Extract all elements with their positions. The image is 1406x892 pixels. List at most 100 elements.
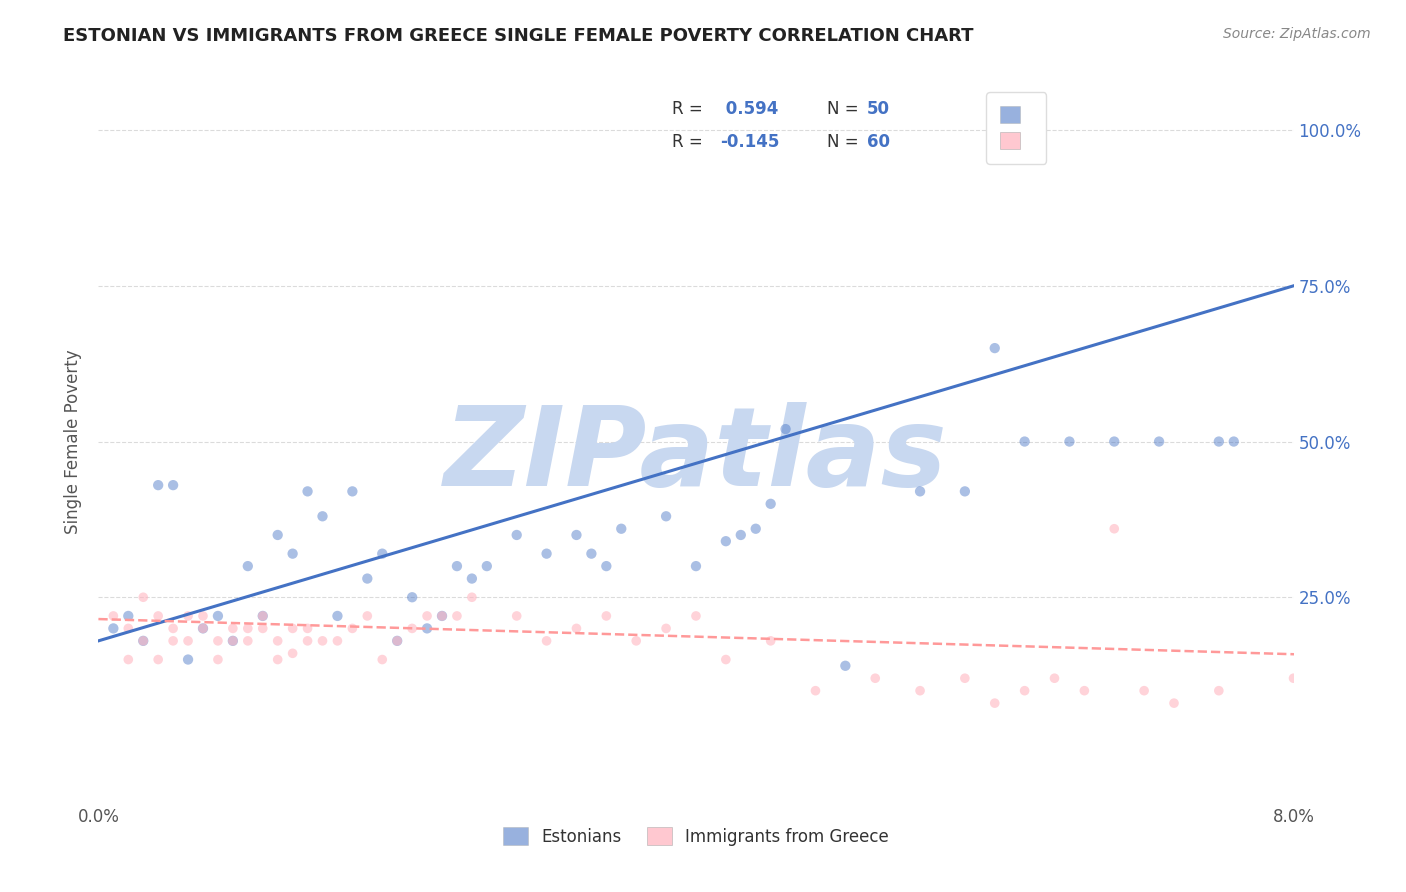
Point (461, 572, 484, 586)
Point (610, 522, 633, 536)
Point (281, 547, 304, 561)
Point (759, 497, 782, 511)
Point (385, 633, 409, 648)
Text: 0.594: 0.594 (720, 100, 779, 119)
Text: 50: 50 (868, 100, 890, 119)
Point (953, 671, 976, 685)
Point (1282, 671, 1305, 685)
Point (267, 652, 290, 666)
Point (1163, 696, 1185, 710)
Point (177, 609, 200, 624)
Point (236, 559, 259, 574)
Point (117, 609, 139, 624)
Point (267, 528, 290, 542)
Point (581, 547, 603, 561)
Point (1043, 671, 1066, 685)
Point (385, 633, 409, 648)
Point (655, 509, 678, 524)
Text: ESTONIAN VS IMMIGRANTS FROM GREECE SINGLE FEMALE POVERTY CORRELATION CHART: ESTONIAN VS IMMIGRANTS FROM GREECE SINGL… (63, 27, 974, 45)
Point (1147, 434, 1170, 449)
Point (252, 609, 274, 624)
Point (416, 621, 439, 635)
Point (685, 559, 707, 574)
Point (430, 609, 453, 624)
Point (1073, 683, 1095, 698)
Point (252, 621, 274, 635)
Point (371, 652, 394, 666)
Point (1104, 434, 1126, 449)
Point (506, 528, 529, 542)
Legend: Estonians, Immigrants from Greece: Estonians, Immigrants from Greece (496, 821, 896, 852)
Point (1312, 123, 1334, 137)
Point (506, 609, 529, 624)
Point (103, 621, 125, 635)
Point (132, 591, 155, 605)
Point (416, 609, 439, 624)
Point (132, 633, 155, 648)
Point (1014, 683, 1036, 698)
Point (804, 683, 827, 698)
Point (595, 609, 617, 624)
Point (281, 646, 304, 660)
Point (222, 621, 245, 635)
Point (759, 633, 782, 648)
Point (401, 591, 423, 605)
Text: 60: 60 (868, 134, 890, 152)
Point (626, 633, 648, 648)
Point (342, 484, 364, 499)
Point (401, 621, 423, 635)
Point (148, 478, 170, 492)
Point (356, 572, 378, 586)
Point (565, 528, 588, 542)
Point (132, 633, 155, 648)
Point (461, 591, 484, 605)
Point (1104, 522, 1126, 536)
Point (1059, 434, 1081, 449)
Point (775, 422, 797, 436)
Point (356, 609, 378, 624)
Point (1208, 683, 1230, 698)
Point (162, 478, 184, 492)
Point (326, 633, 349, 648)
Point (1223, 434, 1246, 449)
Text: Source: ZipAtlas.com: Source: ZipAtlas.com (1223, 27, 1371, 41)
Point (655, 621, 678, 635)
Point (162, 633, 184, 648)
Point (565, 621, 588, 635)
Point (908, 683, 931, 698)
Point (342, 621, 364, 635)
Point (297, 633, 319, 648)
Point (311, 633, 333, 648)
Point (446, 559, 468, 574)
Point (536, 547, 558, 561)
Point (1014, 434, 1036, 449)
Point (207, 633, 229, 648)
Text: R =: R = (672, 134, 709, 152)
Text: -0.145: -0.145 (720, 134, 779, 152)
Point (281, 621, 304, 635)
Point (908, 484, 931, 499)
Point (446, 609, 468, 624)
Point (430, 609, 453, 624)
Text: N =: N = (827, 134, 865, 152)
Point (191, 609, 214, 624)
Text: N =: N = (827, 100, 865, 119)
Point (595, 559, 617, 574)
Point (745, 522, 768, 536)
Point (475, 559, 498, 574)
Point (297, 621, 319, 635)
Point (117, 652, 139, 666)
Point (162, 621, 184, 635)
Point (371, 547, 394, 561)
Point (103, 609, 125, 624)
Point (714, 652, 737, 666)
Point (984, 341, 1007, 355)
Point (536, 633, 558, 648)
Point (191, 621, 214, 635)
Point (326, 609, 349, 624)
Point (297, 484, 319, 499)
Point (148, 609, 170, 624)
Point (834, 658, 856, 673)
Point (267, 633, 290, 648)
Point (222, 633, 245, 648)
